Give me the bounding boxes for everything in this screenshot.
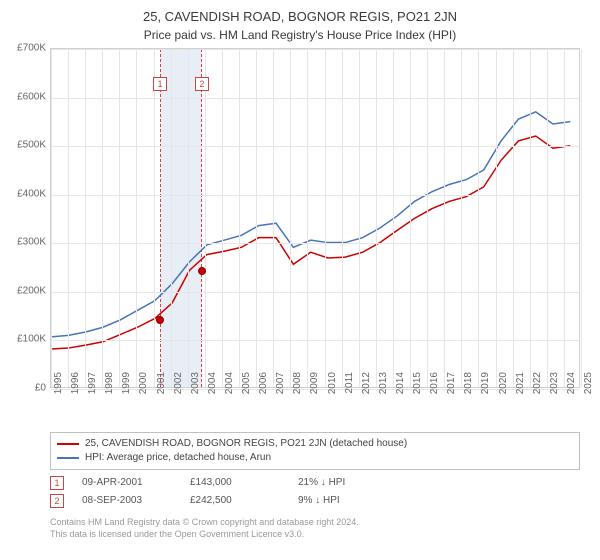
xtick: 2004 — [224, 372, 235, 412]
xtick: 2004 — [207, 372, 218, 412]
xtick: 1997 — [87, 372, 98, 412]
xtick: 2015 — [412, 372, 423, 412]
event-date: 09-APR-2001 — [82, 474, 172, 492]
xtick: 2017 — [446, 372, 457, 412]
xtick: 2008 — [292, 372, 303, 412]
sale-marker-label: 2 — [195, 77, 209, 91]
ytick: £500K — [0, 140, 46, 151]
xtick: 2022 — [532, 372, 543, 412]
xtick: 2000 — [138, 372, 149, 412]
event-price: £242,500 — [190, 492, 280, 510]
chart-svg — [51, 49, 579, 388]
xtick: 2016 — [429, 372, 440, 412]
xtick: 2024 — [566, 372, 577, 412]
legend-swatch — [57, 457, 79, 459]
ytick: £200K — [0, 285, 46, 296]
ytick: £600K — [0, 91, 46, 102]
sale-point — [156, 316, 164, 324]
xtick: 2006 — [258, 372, 269, 412]
chart-container: 25, CAVENDISH ROAD, BOGNOR REGIS, PO21 2… — [0, 0, 600, 560]
event-badge: 2 — [50, 494, 64, 508]
event-badge: 1 — [50, 476, 64, 490]
xtick: 2003 — [190, 372, 201, 412]
legend-swatch — [57, 443, 79, 445]
event-delta: 9% ↓ HPI — [298, 492, 388, 510]
xtick: 2019 — [480, 372, 491, 412]
xtick: 2005 — [241, 372, 252, 412]
footer-line-2: This data is licensed under the Open Gov… — [50, 528, 580, 540]
xtick: 2013 — [378, 372, 389, 412]
ytick: £700K — [0, 43, 46, 54]
event-date: 08-SEP-2003 — [82, 492, 172, 510]
ytick: £300K — [0, 237, 46, 248]
xtick: 2018 — [463, 372, 474, 412]
legend: 25, CAVENDISH ROAD, BOGNOR REGIS, PO21 2… — [50, 432, 580, 470]
event-price: £143,000 — [190, 474, 280, 492]
xtick: 2010 — [327, 372, 338, 412]
chart-title: 25, CAVENDISH ROAD, BOGNOR REGIS, PO21 2… — [0, 0, 600, 26]
footer: Contains HM Land Registry data © Crown c… — [50, 516, 580, 540]
xtick: 1998 — [104, 372, 115, 412]
sale-marker-label: 1 — [153, 77, 167, 91]
sale-events: 1 09-APR-2001 £143,000 21% ↓ HPI 2 08-SEP-200… — [50, 474, 580, 510]
xtick: 2020 — [498, 372, 509, 412]
ytick: £100K — [0, 334, 46, 345]
chart-subtitle: Price paid vs. HM Land Registry's House … — [0, 26, 600, 42]
xtick: 2009 — [309, 372, 320, 412]
xtick: 2007 — [275, 372, 286, 412]
xtick: 1995 — [53, 372, 64, 412]
legend-item: HPI: Average price, detached house, Arun — [57, 451, 573, 465]
xtick: 1999 — [121, 372, 132, 412]
event-delta: 21% ↓ HPI — [298, 474, 388, 492]
plot-area: 12 — [50, 48, 580, 388]
xtick: 2011 — [344, 372, 355, 412]
xtick: 2025 — [583, 372, 594, 412]
xtick: 2002 — [173, 372, 184, 412]
xtick: 2001 — [156, 372, 167, 412]
footer-line-1: Contains HM Land Registry data © Crown c… — [50, 516, 580, 528]
xtick: 2014 — [395, 372, 406, 412]
xtick: 2021 — [515, 372, 526, 412]
legend-label: 25, CAVENDISH ROAD, BOGNOR REGIS, PO21 2… — [85, 437, 407, 451]
xtick: 1996 — [70, 372, 81, 412]
ytick: £0 — [0, 383, 46, 394]
ytick: £400K — [0, 188, 46, 199]
legend-label: HPI: Average price, detached house, Arun — [85, 451, 271, 465]
sale-point — [198, 267, 206, 275]
xtick: 2012 — [361, 372, 372, 412]
event-row: 1 09-APR-2001 £143,000 21% ↓ HPI — [50, 474, 580, 492]
event-row: 2 08-SEP-2003 £242,500 9% ↓ HPI — [50, 492, 580, 510]
legend-item: 25, CAVENDISH ROAD, BOGNOR REGIS, PO21 2… — [57, 437, 573, 451]
xtick: 2023 — [549, 372, 560, 412]
